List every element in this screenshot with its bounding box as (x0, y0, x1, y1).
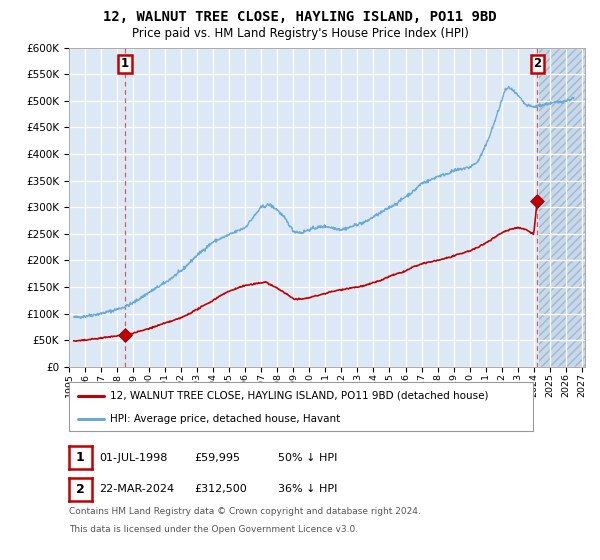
Text: 50% ↓ HPI: 50% ↓ HPI (278, 452, 337, 463)
Text: HPI: Average price, detached house, Havant: HPI: Average price, detached house, Hava… (110, 414, 340, 424)
Text: £312,500: £312,500 (194, 484, 247, 494)
Text: £59,995: £59,995 (194, 452, 240, 463)
Text: This data is licensed under the Open Government Licence v3.0.: This data is licensed under the Open Gov… (69, 525, 358, 534)
Text: 2: 2 (76, 483, 85, 496)
Text: 12, WALNUT TREE CLOSE, HAYLING ISLAND, PO11 9BD (detached house): 12, WALNUT TREE CLOSE, HAYLING ISLAND, P… (110, 391, 488, 401)
Text: 36% ↓ HPI: 36% ↓ HPI (278, 484, 337, 494)
Text: 12, WALNUT TREE CLOSE, HAYLING ISLAND, PO11 9BD: 12, WALNUT TREE CLOSE, HAYLING ISLAND, P… (103, 10, 497, 24)
Text: Price paid vs. HM Land Registry's House Price Index (HPI): Price paid vs. HM Land Registry's House … (131, 27, 469, 40)
Text: 1: 1 (76, 451, 85, 464)
FancyBboxPatch shape (539, 48, 585, 367)
Text: 2: 2 (533, 57, 541, 70)
Text: 22-MAR-2024: 22-MAR-2024 (99, 484, 174, 494)
Text: Contains HM Land Registry data © Crown copyright and database right 2024.: Contains HM Land Registry data © Crown c… (69, 507, 421, 516)
Text: 1: 1 (121, 57, 129, 70)
Text: 01-JUL-1998: 01-JUL-1998 (99, 452, 167, 463)
